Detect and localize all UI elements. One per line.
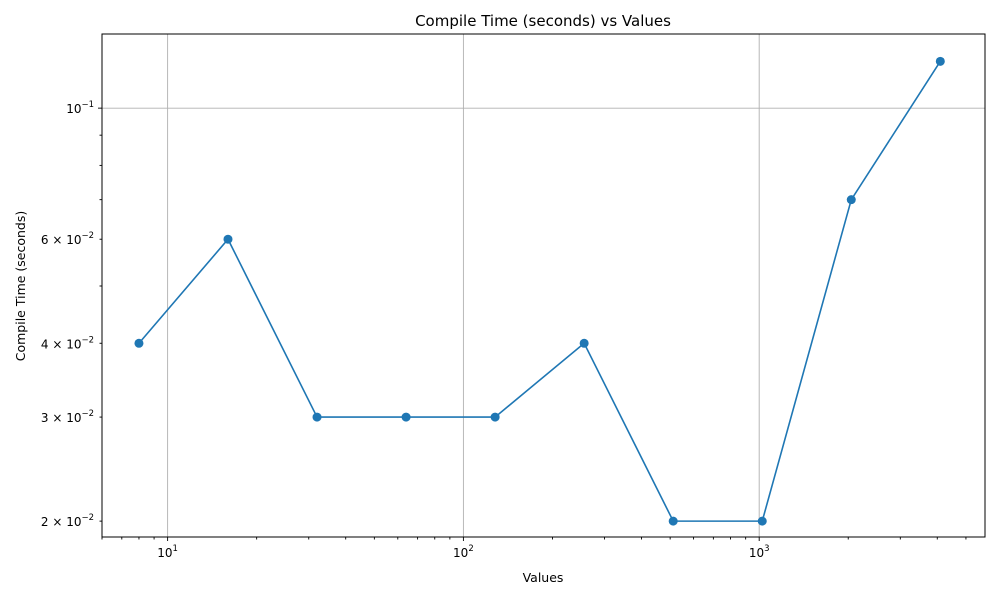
data-point <box>935 56 945 66</box>
y-tick-label: 6 × 10−2 <box>41 231 94 247</box>
marker-layer <box>134 56 945 526</box>
data-point <box>401 412 411 422</box>
y-tick-label: 10−1 <box>66 100 94 116</box>
x-tick-label: 102 <box>453 544 474 560</box>
x-tick-label: 101 <box>157 544 178 560</box>
y-tick-label: 4 × 10−2 <box>41 335 94 351</box>
data-point <box>668 516 678 526</box>
series-layer <box>138 60 941 522</box>
data-point <box>757 516 767 526</box>
grid-layer <box>102 34 985 537</box>
data-point <box>134 338 144 348</box>
plot-frame <box>101 33 986 538</box>
y-axis-label: Compile Time (seconds) <box>13 211 28 362</box>
x-tick-label: 103 <box>749 544 770 560</box>
data-point <box>579 338 589 348</box>
data-point <box>846 195 856 205</box>
chart-title: Compile Time (seconds) vs Values <box>415 12 671 30</box>
y-tick-label: 3 × 10−2 <box>41 409 94 425</box>
x-axis-label: Values <box>523 570 564 585</box>
y-tick-label: 2 × 10−2 <box>41 513 94 529</box>
series-line <box>138 60 941 522</box>
data-point <box>490 412 500 422</box>
data-point <box>223 234 233 244</box>
data-point <box>312 412 322 422</box>
tick-layer: 101 102 103 10−1 2 × 10−2 3 × 10−2 4 × 10−2 6 ×… <box>41 100 967 560</box>
